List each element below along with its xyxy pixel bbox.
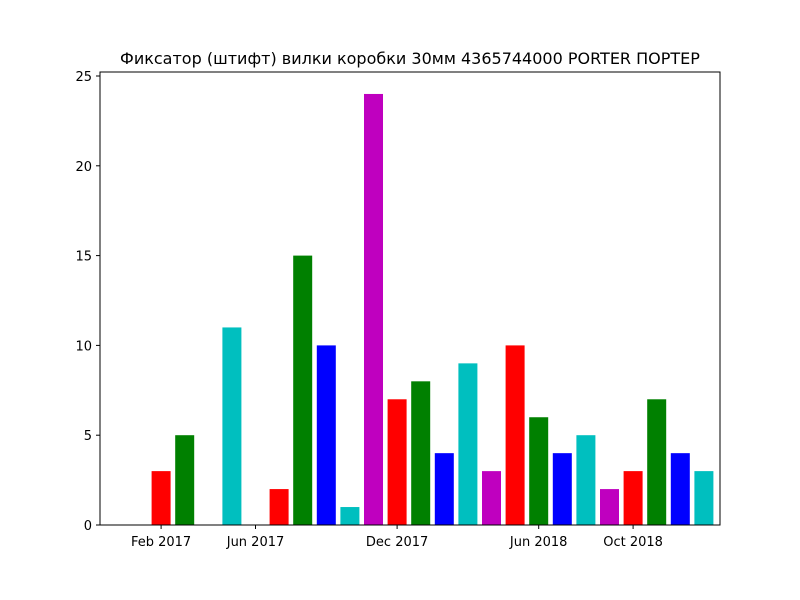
y-tick-label: 15 [75, 250, 92, 265]
bar-nov-2017 [364, 93, 383, 526]
bar-sep-2018 [600, 489, 619, 525]
x-tick-label: Oct 2018 [603, 535, 663, 550]
x-tick-label: Jun 2018 [509, 535, 568, 550]
x-tick-label: Dec 2017 [366, 535, 428, 550]
plot-frame [99, 71, 721, 526]
y-tick-label: 5 [84, 429, 92, 444]
bars-group [151, 93, 714, 526]
y-tick-label: 10 [75, 339, 92, 354]
y-axis: 0 5 10 15 20 25 [75, 70, 100, 534]
bar-dec-2018 [670, 453, 690, 525]
bar-mar-2018 [458, 363, 478, 525]
bar-mar-2017 [175, 435, 195, 525]
bar-jan-2018 [411, 381, 431, 525]
bar-jul-2017 [269, 489, 289, 525]
bar-nov-2018 [647, 399, 667, 525]
bar-feb-2017 [151, 471, 171, 525]
bar-aug-2018 [576, 435, 596, 525]
bar-aug-2017 [293, 255, 313, 525]
bar-may-2017 [222, 327, 242, 525]
y-tick-label: 25 [75, 70, 92, 85]
bar-jul-2018 [552, 453, 572, 525]
bar-dec-2017 [387, 399, 407, 525]
bar-may-2018 [505, 345, 525, 525]
bar-apr-2018 [482, 471, 501, 525]
bar-oct-2018 [623, 471, 643, 525]
bar-oct-2017 [340, 507, 360, 525]
x-tick-label: Feb 2017 [131, 535, 191, 550]
chart-title: Фиксатор (штифт) вилки коробки 30мм 4365… [120, 49, 700, 68]
x-axis: Feb 2017 Jun 2017 Dec 2017 Jun 2018 Oct 2018 [131, 525, 663, 550]
bar-feb-2018 [434, 453, 454, 525]
bar-sep-2017 [316, 345, 336, 525]
bar-jun-2018 [529, 417, 549, 525]
y-tick-label: 0 [84, 519, 92, 534]
y-tick-label: 20 [75, 160, 92, 175]
bar-jan-2019 [694, 471, 714, 525]
x-tick-label: Jun 2017 [226, 535, 285, 550]
